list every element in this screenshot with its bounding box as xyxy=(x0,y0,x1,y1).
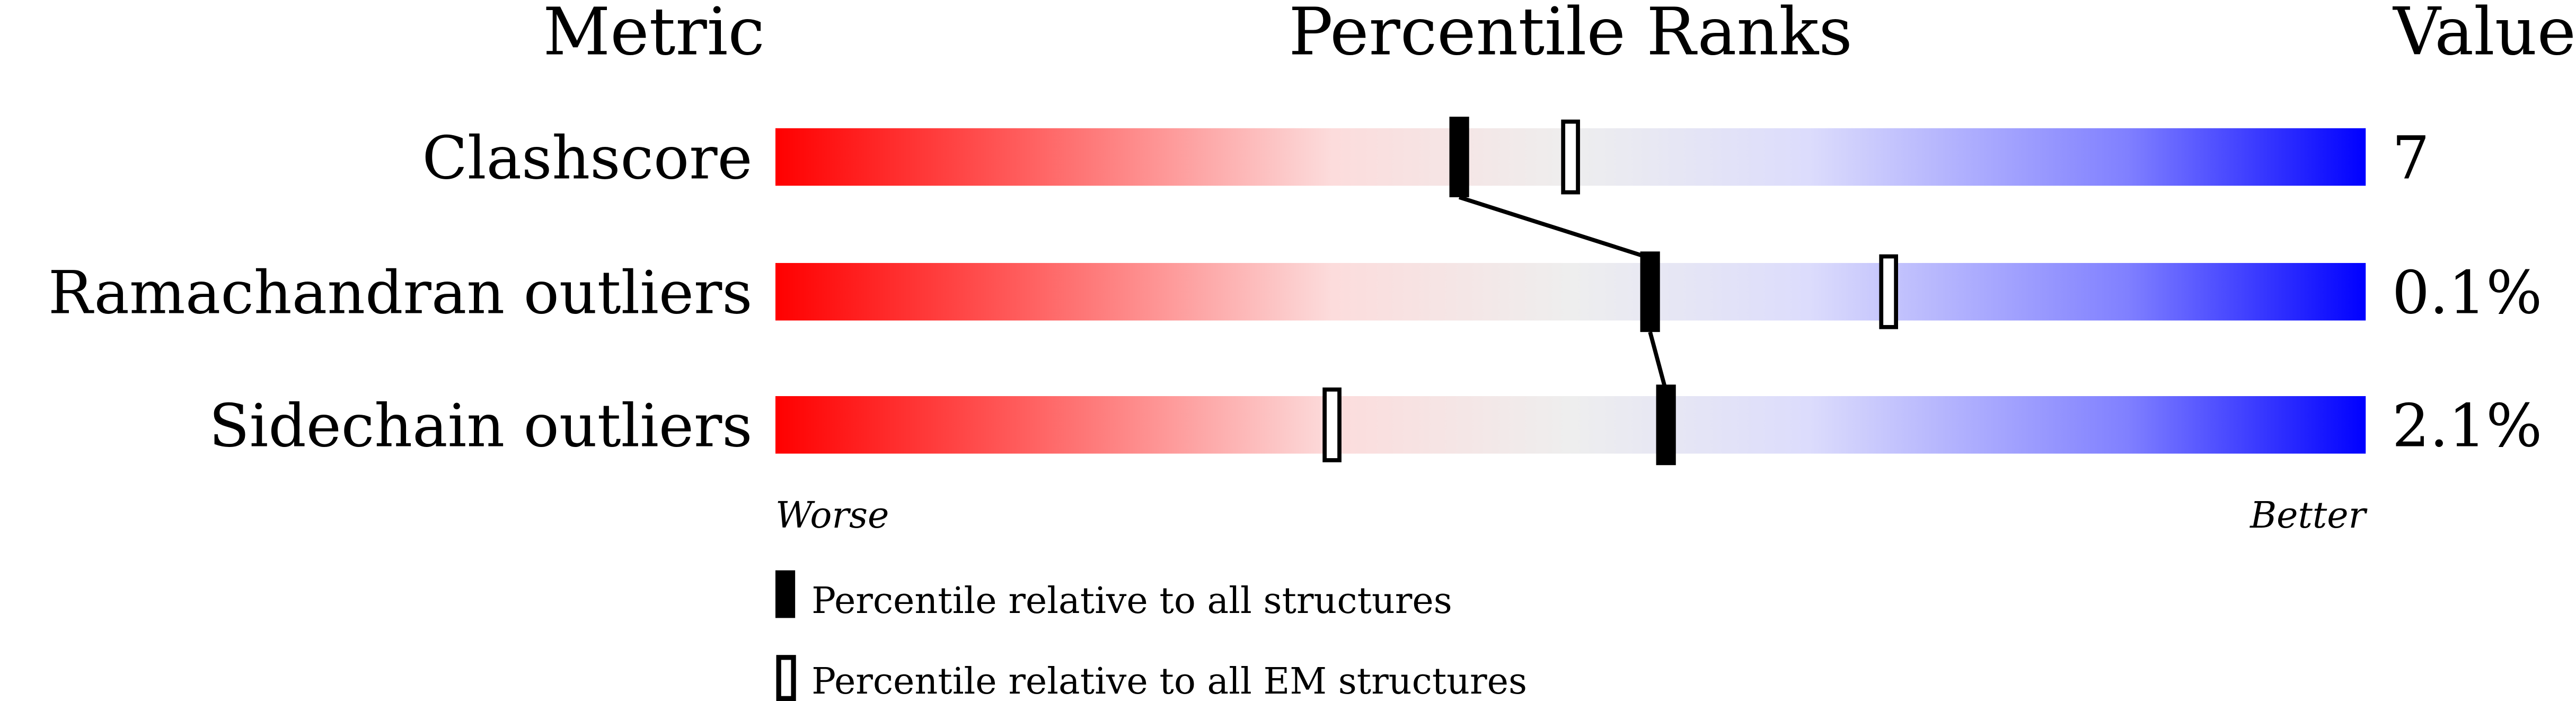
marker-all xyxy=(1656,384,1676,466)
metric-label: Ramachandran outliers xyxy=(48,258,753,327)
header-percentile-ranks: Percentile Ranks xyxy=(1289,0,1852,70)
metric-label: Sidechain outliers xyxy=(209,392,752,461)
connector-line xyxy=(1458,195,1651,260)
connector-line xyxy=(1648,331,1668,392)
marker-em xyxy=(1322,387,1342,462)
axis-label-worse: Worse xyxy=(775,495,889,537)
metric-value: 2.1% xyxy=(2392,392,2542,461)
axis-label-better: Better xyxy=(2249,495,2368,537)
metric-label: Clashscore xyxy=(422,124,753,192)
marker-all xyxy=(1640,251,1660,332)
legend-em: Percentile relative to all EM structures xyxy=(811,661,1527,701)
marker-all xyxy=(1449,117,1469,197)
legend-open-marker xyxy=(776,655,796,701)
legend-all: Percentile relative to all structures xyxy=(811,580,1452,622)
legend-filled-marker xyxy=(775,570,796,618)
metric-value: 7 xyxy=(2392,124,2430,192)
percentile-bar xyxy=(775,396,2366,454)
marker-em xyxy=(1561,119,1580,195)
metric-value: 0.1% xyxy=(2392,258,2542,327)
marker-em xyxy=(1879,254,1898,329)
header-metric: Metric xyxy=(543,0,764,70)
header-value: Value xyxy=(2392,0,2576,70)
percentile-bar xyxy=(775,262,2366,321)
